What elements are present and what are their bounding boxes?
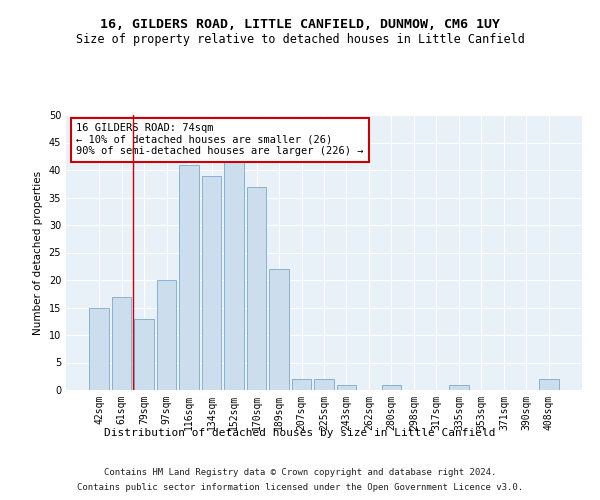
Bar: [112, 296, 131, 390]
Text: Distribution of detached houses by size in Little Canfield: Distribution of detached houses by size …: [104, 428, 496, 438]
Bar: [179, 164, 199, 390]
Bar: [247, 186, 266, 390]
Bar: [202, 176, 221, 390]
Bar: [449, 384, 469, 390]
Text: Size of property relative to detached houses in Little Canfield: Size of property relative to detached ho…: [76, 32, 524, 46]
Y-axis label: Number of detached properties: Number of detached properties: [33, 170, 43, 334]
Bar: [89, 308, 109, 390]
Bar: [314, 379, 334, 390]
Bar: [539, 379, 559, 390]
Bar: [224, 159, 244, 390]
Bar: [157, 280, 176, 390]
Bar: [134, 318, 154, 390]
Bar: [292, 379, 311, 390]
Text: Contains public sector information licensed under the Open Government Licence v3: Contains public sector information licen…: [77, 483, 523, 492]
Bar: [269, 269, 289, 390]
Text: 16 GILDERS ROAD: 74sqm
← 10% of detached houses are smaller (26)
90% of semi-det: 16 GILDERS ROAD: 74sqm ← 10% of detached…: [76, 123, 364, 156]
Text: Contains HM Land Registry data © Crown copyright and database right 2024.: Contains HM Land Registry data © Crown c…: [104, 468, 496, 477]
Bar: [382, 384, 401, 390]
Text: 16, GILDERS ROAD, LITTLE CANFIELD, DUNMOW, CM6 1UY: 16, GILDERS ROAD, LITTLE CANFIELD, DUNMO…: [100, 18, 500, 30]
Bar: [337, 384, 356, 390]
